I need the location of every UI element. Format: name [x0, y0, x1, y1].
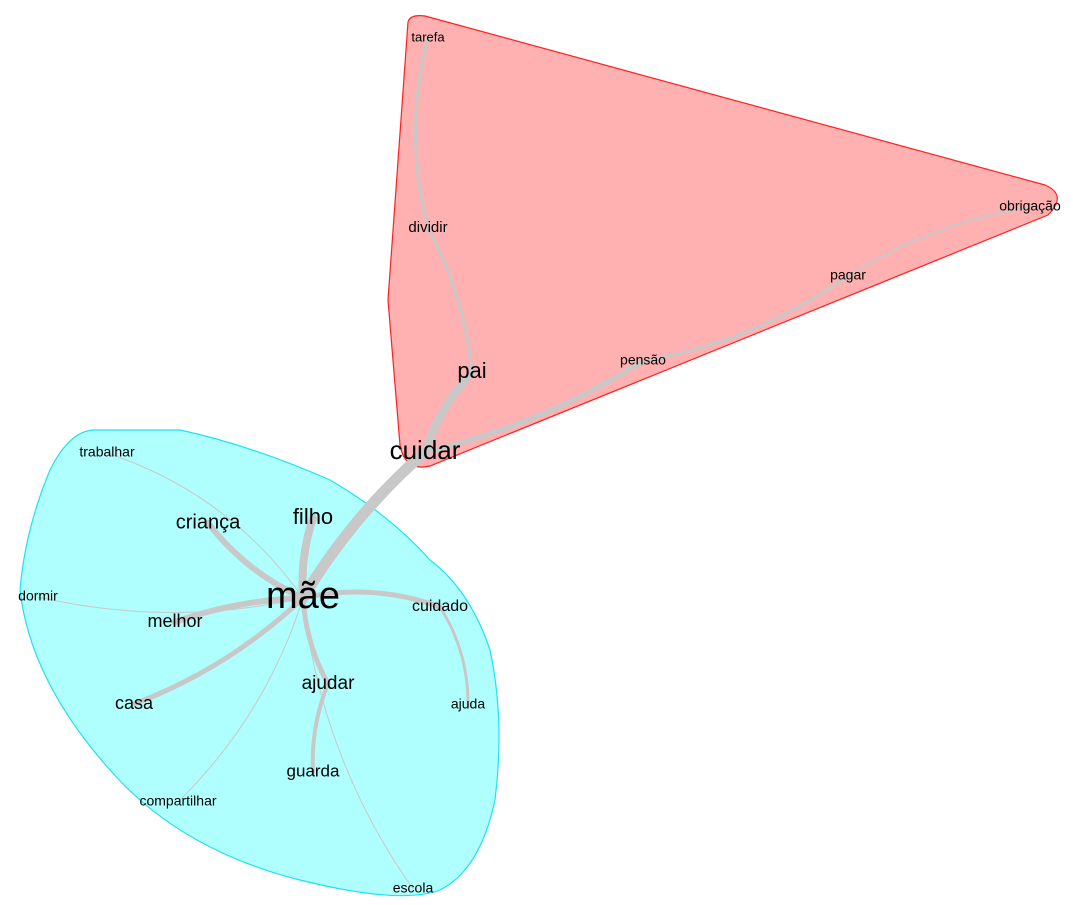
edge [421, 368, 476, 456]
node-label: criança [176, 511, 241, 533]
node-label: dividir [408, 219, 447, 236]
edge [414, 36, 430, 230]
edge [422, 358, 646, 455]
edge [106, 452, 304, 599]
edge [438, 605, 470, 707]
node-label: compartilhar [139, 793, 216, 809]
node-label: cuidar [390, 435, 461, 465]
edges [37, 36, 1031, 890]
edge [297, 446, 431, 604]
node-label: mãe [266, 575, 340, 617]
edge [426, 226, 474, 374]
edge [847, 206, 1031, 277]
node-label: dormir [18, 588, 58, 604]
node-label: guarda [287, 761, 340, 780]
edge [131, 595, 306, 707]
node-label: escola [393, 880, 434, 896]
edge [205, 520, 306, 601]
node-label: ajuda [451, 696, 485, 712]
edge [300, 589, 443, 610]
cluster-cyan [19, 429, 500, 897]
node-label: pensão [620, 352, 666, 368]
edge [177, 597, 304, 803]
edge [298, 514, 317, 602]
node-label: obrigação [999, 198, 1061, 214]
edge [302, 597, 414, 890]
edge [172, 595, 306, 625]
node-label: casa [115, 693, 154, 713]
node-label: tarefa [411, 29, 445, 44]
edge [37, 596, 304, 613]
node-label: filho [293, 504, 333, 529]
node-label: cuidado [412, 598, 468, 615]
node-label: pai [457, 358, 486, 383]
edge [641, 274, 850, 363]
node-label: pagar [830, 267, 866, 283]
node-label: ajudar [302, 673, 355, 694]
edge [310, 682, 330, 774]
node-label: melhor [147, 611, 202, 631]
node-label: trabalhar [79, 444, 135, 460]
cluster-red [387, 15, 1058, 468]
labels: tarefa dividir pai cuidar pensão pagar obrigaç… [18, 29, 1061, 895]
